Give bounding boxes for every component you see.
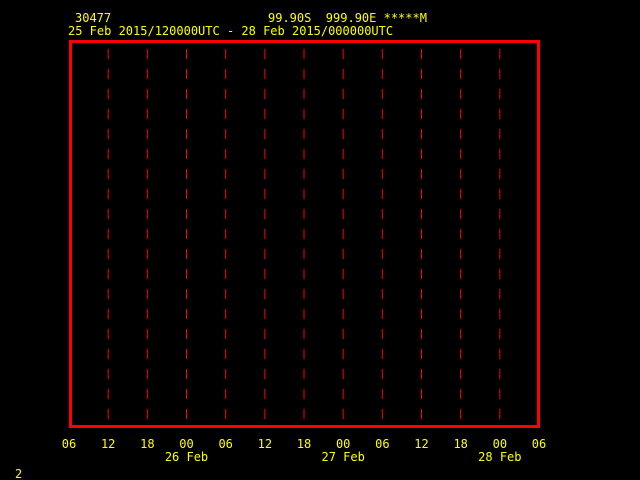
- x-date-label: 28 Feb: [478, 450, 521, 464]
- x-tick-label: 18: [453, 437, 467, 451]
- x-tick-label: 06: [375, 437, 389, 451]
- gridlines: [107, 49, 501, 420]
- x-tick-label: 18: [140, 437, 154, 451]
- x-axis-ticks: 06 12 18 00 06 12 18 00 06 12 18 00 06: [62, 437, 546, 451]
- x-tick-label: 18: [297, 437, 311, 451]
- x-tick-label: 12: [414, 437, 428, 451]
- x-axis-dates: 26 Feb 27 Feb 28 Feb: [165, 450, 522, 464]
- x-tick-label: 06: [218, 437, 232, 451]
- x-tick-label: 06: [532, 437, 546, 451]
- x-tick-label: 06: [62, 437, 76, 451]
- page-number: 2: [15, 467, 22, 480]
- station-id: 30477: [75, 11, 111, 25]
- x-date-label: 27 Feb: [321, 450, 364, 464]
- x-tick-label: 00: [179, 437, 193, 451]
- plot-frame: [69, 40, 540, 428]
- x-date-label: 26 Feb: [165, 450, 208, 464]
- x-tick-label: 12: [258, 437, 272, 451]
- x-tick-label: 12: [101, 437, 115, 451]
- location-label: 99.90S 999.90E *****M: [268, 11, 427, 25]
- x-tick-label: 00: [336, 437, 350, 451]
- time-range-label: 25 Feb 2015/120000UTC - 28 Feb 2015/0000…: [68, 24, 393, 38]
- x-tick-label: 00: [493, 437, 507, 451]
